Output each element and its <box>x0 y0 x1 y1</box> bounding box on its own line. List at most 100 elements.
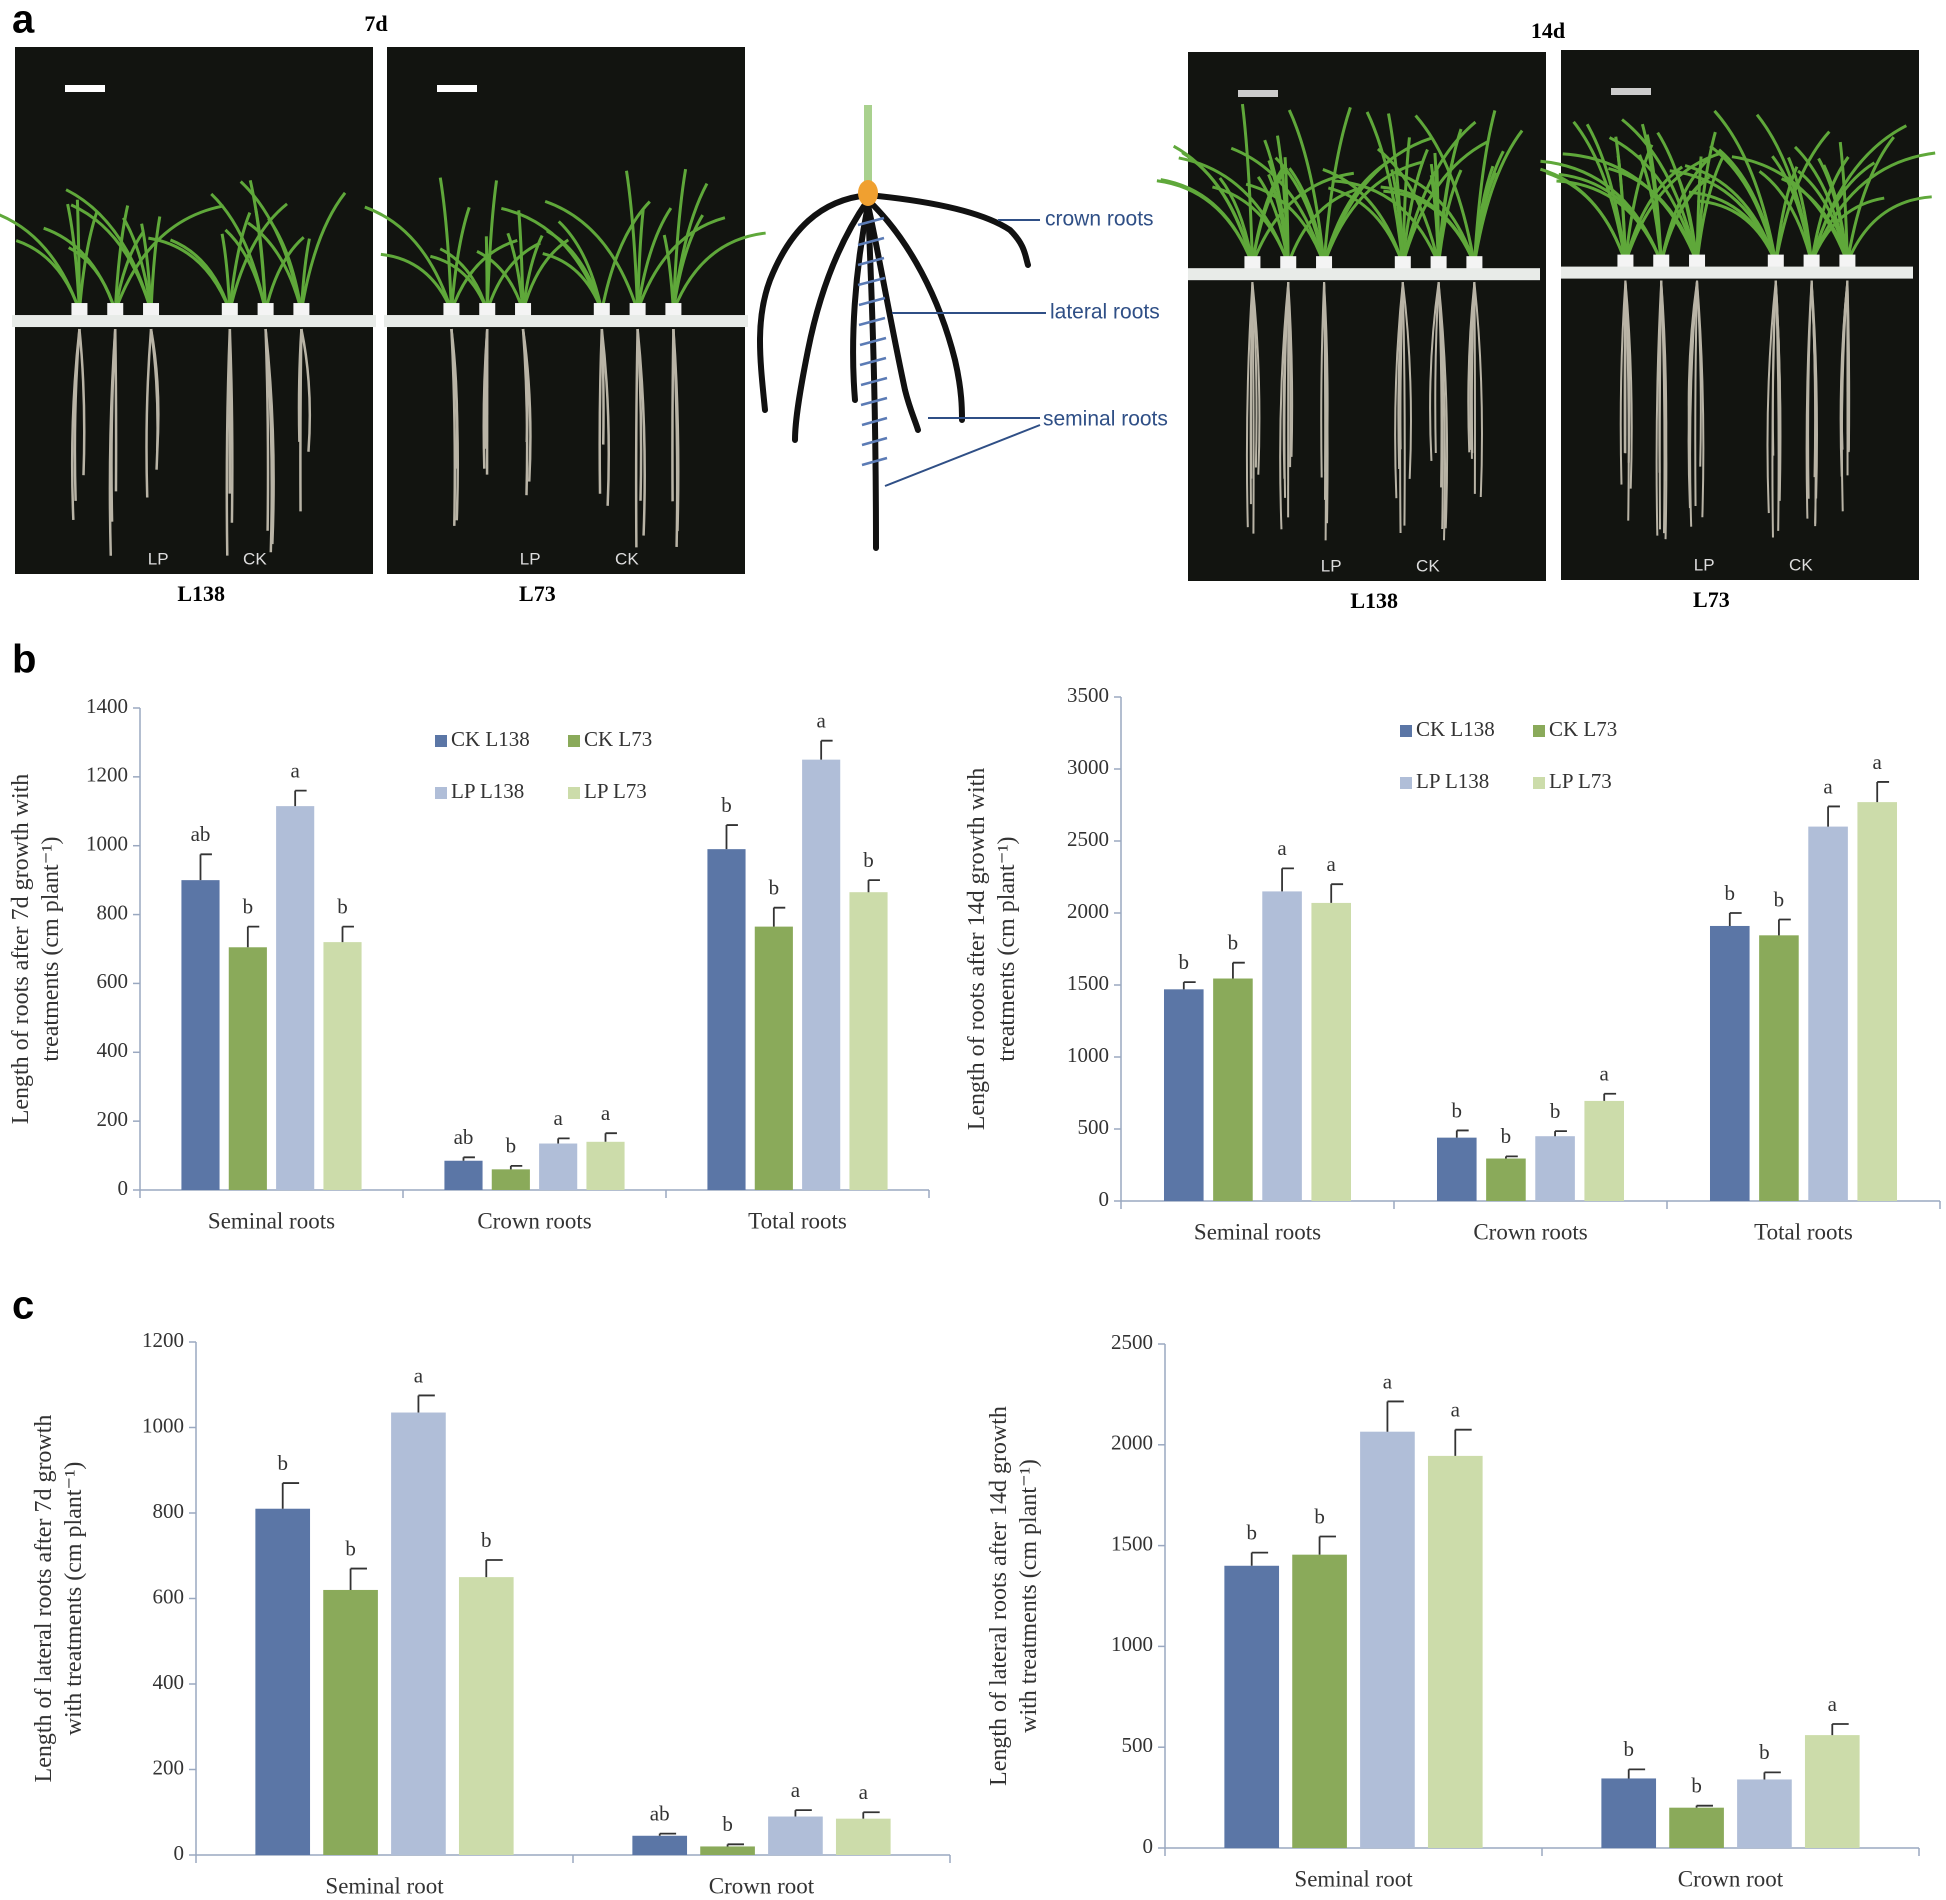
root <box>145 328 153 498</box>
leaf <box>1472 129 1524 265</box>
leaf <box>450 239 518 312</box>
y-tick-label: 2500 <box>1067 827 1109 851</box>
y-axis-label: Length of roots after 7d growth with trea… <box>8 774 64 1125</box>
float-board <box>1561 266 1913 279</box>
leaf <box>1178 156 1290 265</box>
root <box>1394 282 1404 499</box>
y-tick-label: 1500 <box>1111 1531 1153 1555</box>
bar <box>835 1818 891 1855</box>
error-bar <box>726 1843 744 1847</box>
leaf <box>1327 186 1405 265</box>
leaf <box>672 231 766 312</box>
line-label: L73 <box>1693 587 1730 612</box>
y-tick-label: 3000 <box>1067 755 1109 779</box>
leaf <box>264 236 305 312</box>
float-board <box>12 315 376 328</box>
leaf <box>1429 174 1441 265</box>
x-tick-label: Total roots <box>748 1208 847 1233</box>
root <box>1810 280 1817 527</box>
significance-letter: b <box>1725 881 1736 905</box>
bar <box>1360 1431 1415 1848</box>
error-bar <box>509 1165 523 1170</box>
root-diagram: crown roots lateral roots seminal roots <box>757 105 1168 551</box>
legend-label: CK L138 <box>1416 717 1495 741</box>
error-bar <box>1778 918 1791 936</box>
root <box>1658 280 1663 530</box>
root <box>1619 280 1627 485</box>
scale-bar <box>65 85 105 92</box>
leaf <box>122 217 153 312</box>
photo-label: LP <box>148 549 169 568</box>
significance-letter: a <box>1873 750 1883 774</box>
error-bar <box>1330 883 1344 903</box>
leaf <box>1659 175 1711 263</box>
time-label: 7d <box>364 11 387 36</box>
photo-label: CK <box>1416 556 1440 575</box>
photos: LP CK L138 LP CK L73 LP CK L138 LP CK L73 <box>0 47 1936 613</box>
error-bar <box>1695 1804 1713 1808</box>
error-bar <box>246 925 260 948</box>
error-bar <box>341 925 354 943</box>
root <box>636 328 646 536</box>
root <box>1846 280 1851 451</box>
legend-swatch <box>435 787 447 799</box>
photo-label: CK <box>1789 555 1813 574</box>
plug <box>293 303 310 318</box>
y-axis-label-line: treatments (cm plant⁻¹) <box>994 836 1020 1061</box>
error-bar <box>281 1482 300 1509</box>
leaf <box>148 236 232 312</box>
y-tick-label: 600 <box>153 1584 185 1608</box>
diagram-label: seminal roots <box>1043 408 1168 431</box>
error-bar <box>1386 1400 1404 1432</box>
error-bar <box>867 879 880 893</box>
roots <box>757 192 1031 551</box>
bar <box>1737 1779 1792 1848</box>
root <box>264 328 270 531</box>
root <box>1437 282 1444 530</box>
leaf <box>380 252 453 312</box>
error-bar <box>794 1809 812 1817</box>
bar <box>1427 1455 1483 1848</box>
leaf <box>485 241 541 312</box>
leaf <box>1288 167 1326 265</box>
bar <box>181 880 220 1190</box>
y-axis-label-line: Length of lateral roots after 7d growth <box>31 1415 57 1783</box>
plug <box>1316 256 1333 271</box>
photo-label: LP <box>1321 556 1342 575</box>
bar <box>323 942 362 1190</box>
leaf <box>1267 173 1290 265</box>
leaf <box>220 233 232 312</box>
leaf <box>636 216 726 312</box>
leaf <box>1845 136 1895 263</box>
significance-letter: b <box>506 1134 517 1158</box>
bar <box>458 1577 514 1855</box>
leaf <box>1717 148 1778 263</box>
leaf <box>1846 195 1932 264</box>
leaf <box>1331 179 1440 265</box>
significance-letter: b <box>769 875 780 899</box>
leaf <box>254 208 268 312</box>
scale-bar <box>437 85 477 92</box>
lateral-roots <box>857 216 888 467</box>
bar <box>849 892 888 1190</box>
bar <box>707 849 746 1190</box>
error-bar <box>658 1832 677 1836</box>
error-bar <box>1232 961 1245 979</box>
bar <box>1804 1735 1860 1848</box>
error-bar <box>862 1811 880 1819</box>
root <box>1287 282 1292 468</box>
leaf <box>517 210 525 312</box>
leaf <box>1623 165 1684 263</box>
y-axis-label: Length of lateral roots after 7d growth w… <box>31 1415 87 1783</box>
bar <box>491 1169 530 1190</box>
significance-letter: a <box>859 1780 869 1804</box>
legend-label: LP L138 <box>451 779 524 803</box>
plug <box>1803 254 1820 269</box>
y-tick-label: 400 <box>97 1038 129 1062</box>
plug <box>443 303 460 318</box>
error-bar <box>294 789 307 807</box>
panel-label: b <box>12 638 36 682</box>
root <box>1840 280 1849 450</box>
y-axis-label: Length of lateral roots after 14d growth… <box>986 1406 1042 1786</box>
leaf <box>1621 118 1699 263</box>
